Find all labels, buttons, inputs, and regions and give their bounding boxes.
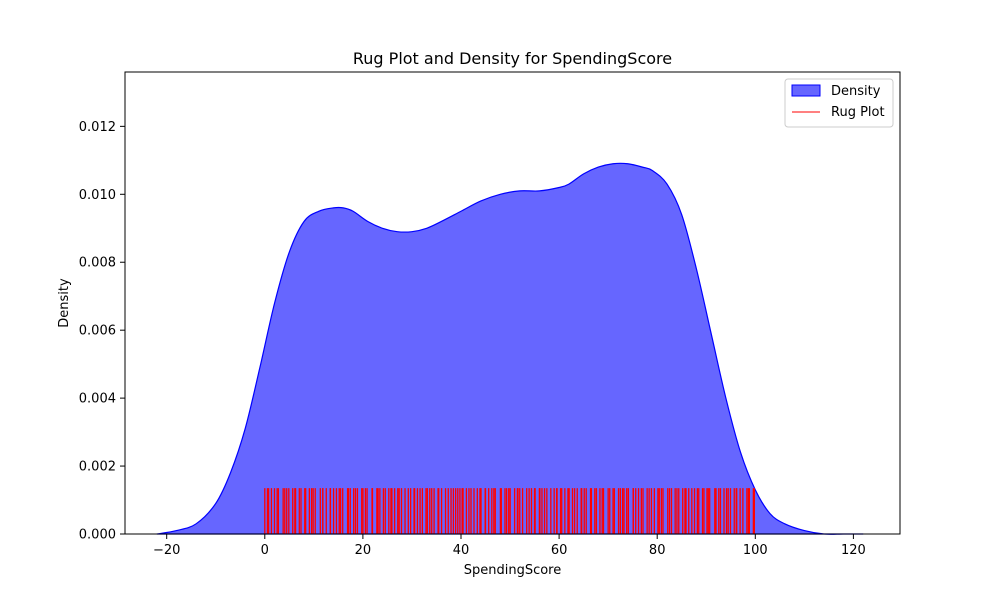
y-tick-label: 0.006 [79,324,116,339]
y-tick-label: 0.002 [79,460,116,475]
y-tick-label: 0.000 [79,528,116,543]
x-tick-label: 100 [743,543,768,558]
y-tick-label: 0.008 [79,256,116,271]
x-tick-label: 40 [453,543,470,558]
y-tick-label: 0.004 [79,392,116,407]
y-axis-label: Density [57,278,72,328]
x-tick-label: 60 [551,543,568,558]
x-tick-label: 20 [355,543,372,558]
x-axis: −20 0 20 40 60 80 100 120 [153,534,866,558]
plot-area [156,162,864,535]
y-axis: 0.000 0.002 0.004 0.006 0.008 0.010 0.012 [79,120,125,543]
density-area [156,162,864,535]
x-axis-label: SpendingScore [464,563,562,578]
y-tick-label: 0.010 [79,188,116,203]
x-tick-label: −20 [153,543,180,558]
axes-frame [124,71,901,535]
legend: Density Rug Plot [784,78,894,128]
x-tick-label: 120 [841,543,866,558]
x-tick-label: 0 [261,543,269,558]
legend-density-swatch [791,84,821,97]
x-tick-label: 80 [649,543,666,558]
legend-rug-label: Rug Plot [831,105,885,120]
legend-density-label: Density [831,84,881,99]
rug-plot [264,488,755,534]
y-tick-label: 0.012 [79,120,116,135]
chart-title: Rug Plot and Density for SpendingScore [353,49,672,68]
